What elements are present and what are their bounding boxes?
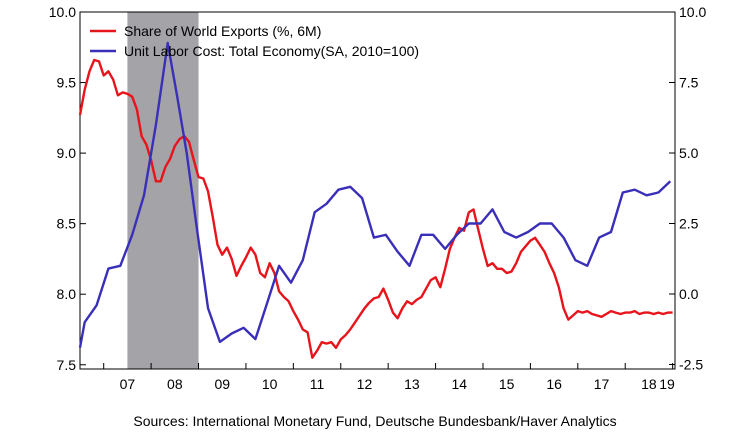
y-right-tick-label: 2.5 bbox=[679, 215, 699, 231]
y-right-tick-label: -2.5 bbox=[679, 356, 703, 372]
x-tick-label: 19 bbox=[659, 376, 675, 392]
y-left-tick-label: 9.5 bbox=[57, 75, 77, 91]
series-line-unit-labor-cost bbox=[78, 41, 672, 348]
x-tick-label: 07 bbox=[120, 376, 136, 392]
y-left-tick-label: 10.0 bbox=[49, 4, 76, 20]
x-tick-label: 16 bbox=[546, 376, 562, 392]
y-right-tick-label: 10.0 bbox=[679, 4, 706, 20]
legend-label: Share of World Exports (%, 6M) bbox=[124, 23, 321, 39]
x-tick-label: 17 bbox=[594, 376, 610, 392]
y-right-tick-label: 0.0 bbox=[679, 286, 699, 302]
x-tick-label: 18 bbox=[641, 376, 657, 392]
legend-label: Unit Labor Cost: Total Economy(SA, 2010=… bbox=[124, 43, 419, 59]
x-tick-label: 09 bbox=[214, 376, 230, 392]
source-note: Sources: International Monetary Fund, De… bbox=[133, 413, 617, 429]
y-right-tick-label: 5.0 bbox=[679, 145, 699, 161]
x-tick-label: 14 bbox=[451, 376, 467, 392]
x-tick-label: 10 bbox=[262, 376, 278, 392]
x-tick-label: 15 bbox=[499, 376, 515, 392]
x-tick-label: 11 bbox=[310, 376, 325, 392]
y-left-tick-label: 7.5 bbox=[57, 357, 77, 373]
x-tick-label: 12 bbox=[357, 376, 373, 392]
x-tick-label: 08 bbox=[167, 376, 183, 392]
y-left-tick-label: 8.5 bbox=[57, 216, 77, 232]
y-left-tick-label: 8.0 bbox=[57, 286, 77, 302]
plot-frame bbox=[79, 11, 676, 370]
y-right-tick-label: 7.5 bbox=[679, 74, 699, 90]
shaded-region bbox=[127, 12, 199, 369]
x-tick-label: 13 bbox=[404, 376, 420, 392]
series-line-share-of-world-exports bbox=[78, 58, 673, 359]
y-left-tick-label: 9.0 bbox=[57, 145, 77, 161]
